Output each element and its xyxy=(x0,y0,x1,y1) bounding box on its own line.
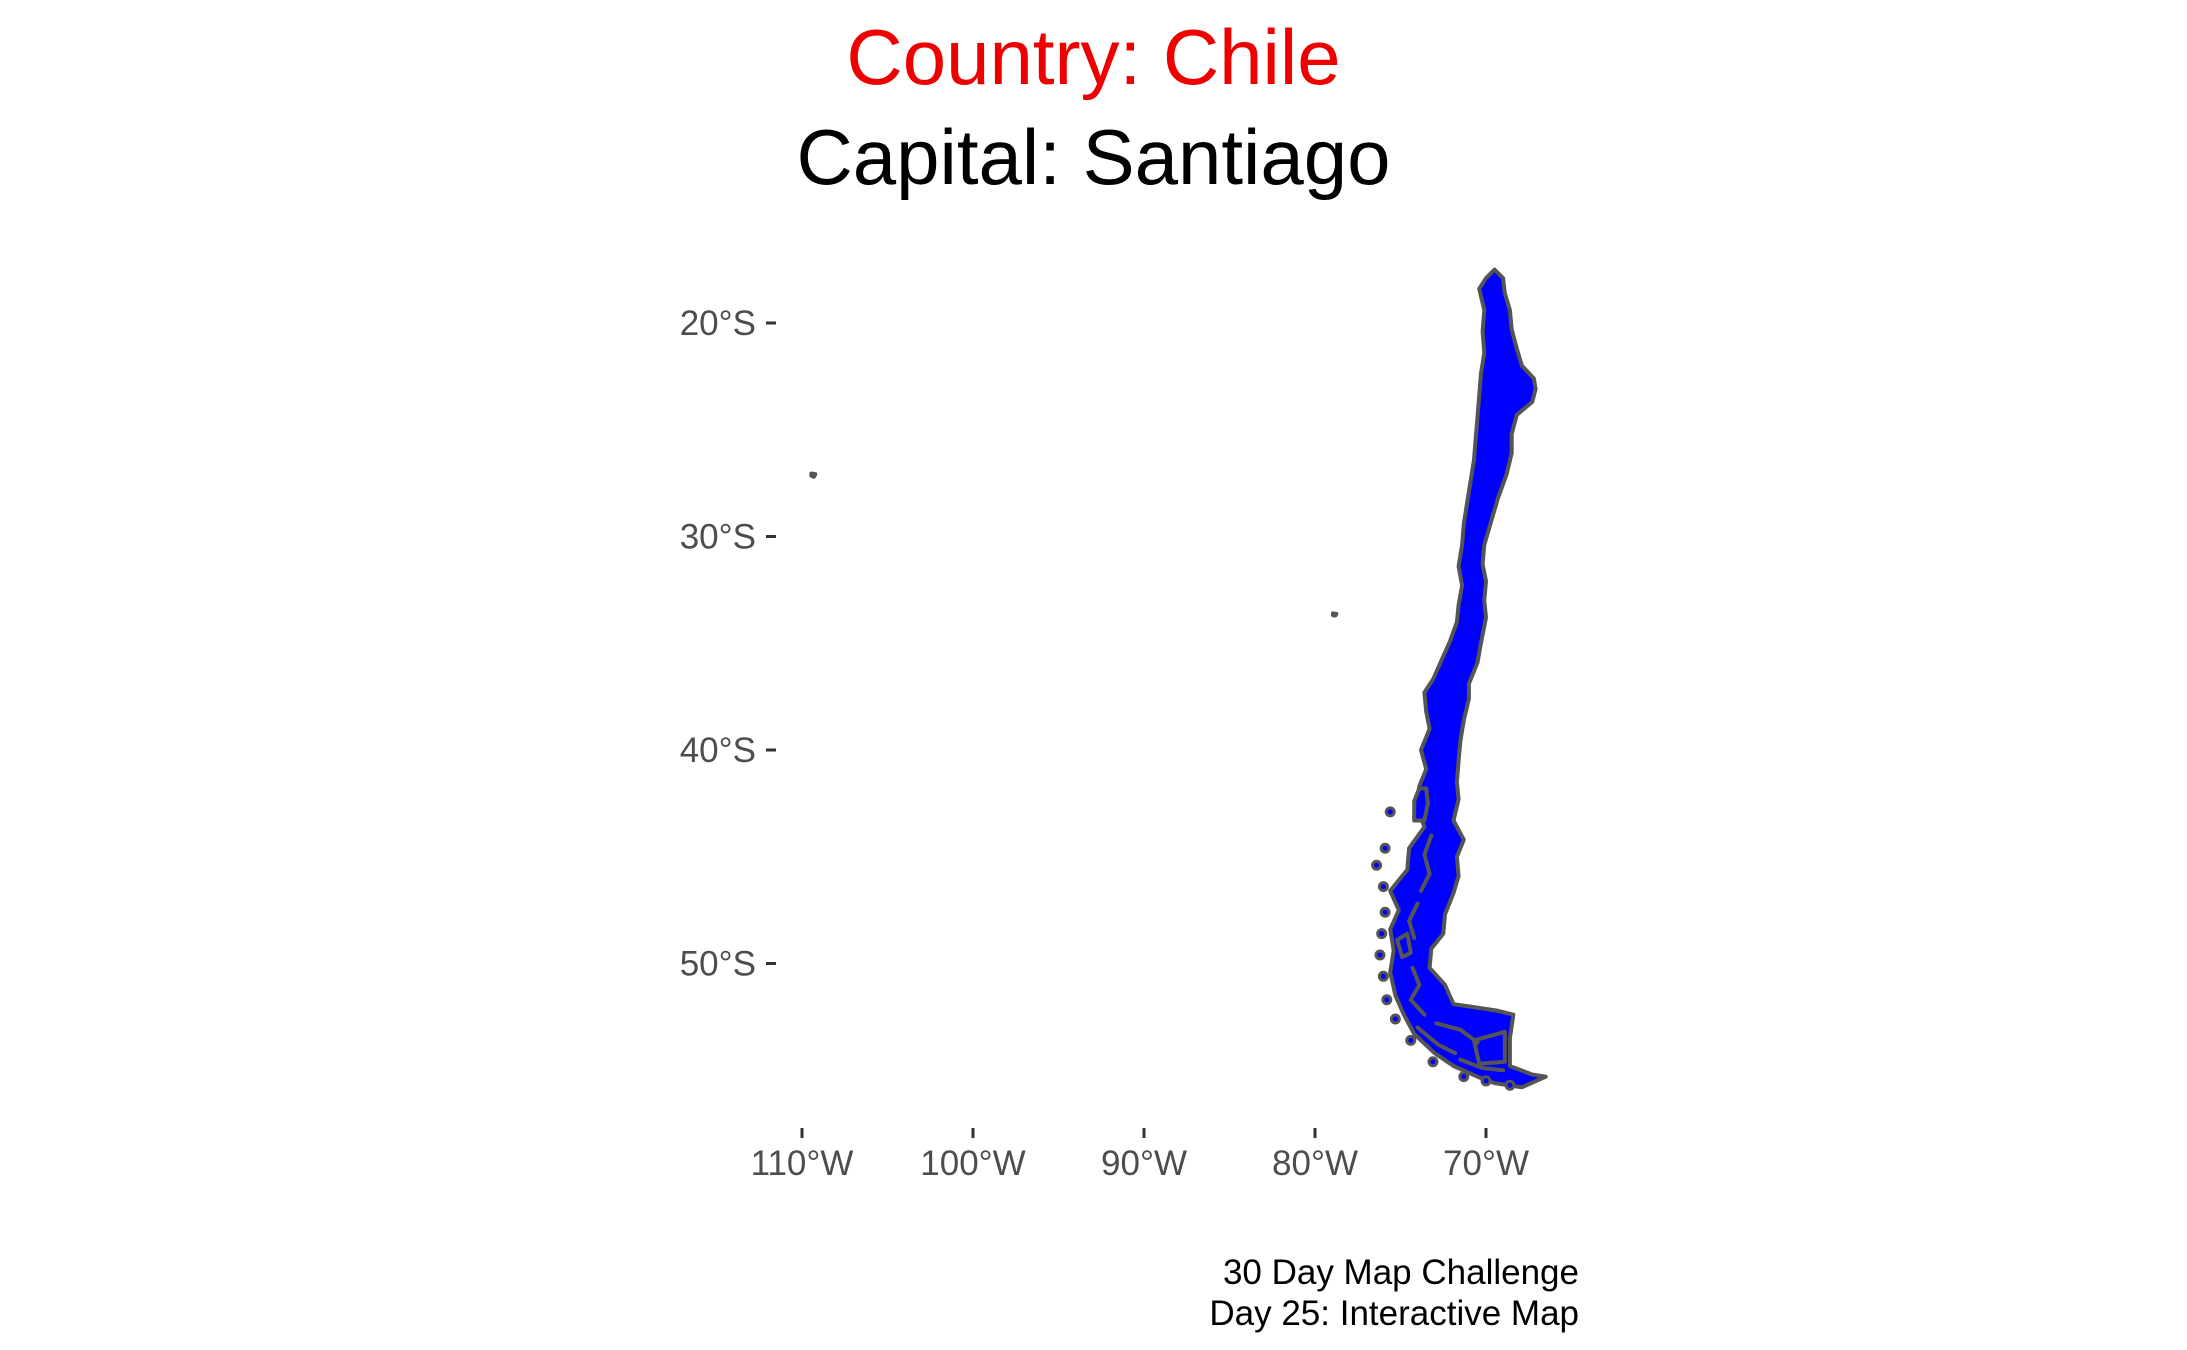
caption-line-2: Day 25: Interactive Map xyxy=(1209,1294,1579,1333)
fjord-outline xyxy=(1408,965,1427,1017)
fjord-outline xyxy=(1415,1025,1458,1056)
latitude-axis: 20°S 30°S 40°S 50°S xyxy=(680,304,776,984)
caption-line-1: 30 Day Map Challenge xyxy=(1222,1253,1579,1292)
island-marker xyxy=(1504,1079,1516,1091)
island-marker xyxy=(1377,881,1389,893)
island-marker xyxy=(1371,859,1383,871)
fjord-outline xyxy=(1406,901,1420,940)
island-marker xyxy=(1389,1013,1401,1025)
lon-tick-label: 110°W xyxy=(751,1144,854,1183)
lat-tick-label: 20°S xyxy=(680,304,756,343)
island-marker xyxy=(1480,1075,1492,1087)
map-title-capital: Capital: Santiago xyxy=(796,113,1391,201)
lon-tick-label: 90°W xyxy=(1101,1144,1187,1183)
lat-tick-label: 30°S xyxy=(680,518,756,557)
island-marker xyxy=(1381,994,1393,1006)
lon-tick-label: 100°W xyxy=(920,1144,1025,1183)
country-polygon-5 xyxy=(1331,611,1339,618)
lon-tick-label: 70°W xyxy=(1443,1144,1529,1183)
island-marker xyxy=(1377,970,1389,982)
country-features xyxy=(809,267,1548,1091)
country-polygon-3 xyxy=(1472,1029,1507,1066)
island-marker xyxy=(1379,906,1391,918)
country-polygon-0 xyxy=(1388,267,1548,1090)
island-marker xyxy=(1405,1034,1417,1046)
country-polygon-2 xyxy=(1395,931,1413,960)
island-marker xyxy=(1427,1056,1439,1068)
fjord-outline xyxy=(1458,1057,1506,1073)
map-title-country: Country: Chile xyxy=(846,13,1341,101)
fjord-outline xyxy=(1419,833,1434,893)
lat-tick-label: 40°S xyxy=(680,731,756,770)
island-marker xyxy=(1379,842,1391,854)
fjord-outline xyxy=(1434,1021,1480,1045)
island-marker xyxy=(1384,806,1396,818)
country-polygon-4 xyxy=(809,471,818,479)
island-marker xyxy=(1376,928,1388,940)
country-polygon-1 xyxy=(1412,786,1430,823)
island-marker xyxy=(1374,949,1386,961)
island-marker xyxy=(1458,1071,1470,1083)
lon-tick-label: 80°W xyxy=(1272,1144,1358,1183)
longitude-axis: 110°W 100°W 90°W 80°W 70°W xyxy=(751,1128,1529,1183)
lat-tick-label: 50°S xyxy=(680,945,756,984)
